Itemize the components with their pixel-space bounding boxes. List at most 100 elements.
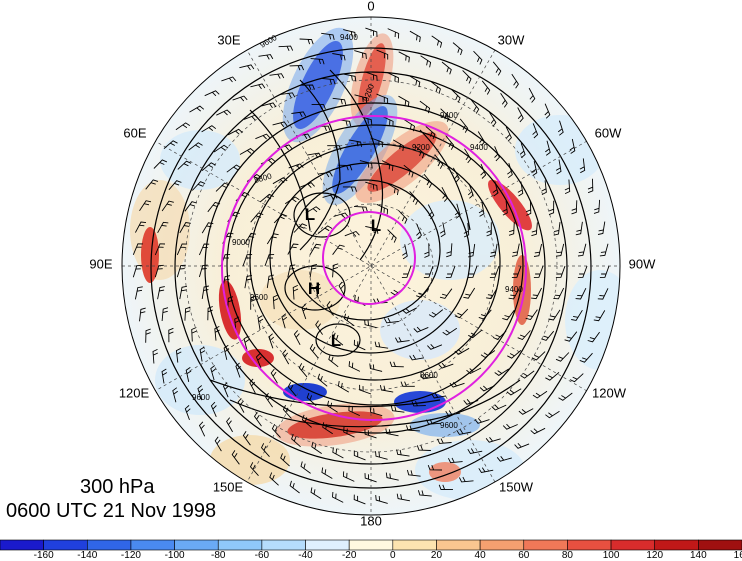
wind-barb xyxy=(226,417,233,433)
wind-barb xyxy=(477,131,486,146)
wind-barb xyxy=(409,354,425,361)
colorbar-swatch xyxy=(43,539,88,551)
wind-barb xyxy=(423,173,433,189)
wind-barb xyxy=(291,111,307,118)
colorbar xyxy=(0,539,742,551)
wind-barb xyxy=(343,426,355,438)
wind-barb xyxy=(555,243,565,257)
wind-barb xyxy=(525,309,538,321)
wind-barb xyxy=(278,45,294,51)
wind-barb xyxy=(161,200,174,212)
wind-barb xyxy=(379,385,394,393)
wind-barb xyxy=(338,164,353,171)
wind-barb xyxy=(231,450,240,465)
wind-barb xyxy=(375,451,388,460)
wind-barb xyxy=(157,221,169,234)
wind-barb xyxy=(139,307,146,322)
wind-barb xyxy=(544,103,551,119)
wind-barb xyxy=(255,133,271,140)
wind-barb xyxy=(161,307,169,322)
wind-barb xyxy=(132,243,143,255)
wind-barb xyxy=(555,352,570,362)
wind-barb xyxy=(459,118,469,133)
wind-barb xyxy=(440,108,450,122)
wind-barb xyxy=(152,348,158,364)
wind-barb xyxy=(406,469,421,477)
wind-barb xyxy=(289,65,305,71)
wind-barb xyxy=(270,368,278,384)
wind-barb xyxy=(414,145,425,159)
wind-barb xyxy=(280,453,290,467)
wind-barb xyxy=(452,42,463,56)
wind-barb xyxy=(401,265,412,278)
wind-barb xyxy=(531,161,538,176)
wind-barb xyxy=(533,265,544,278)
wind-barb xyxy=(508,288,520,300)
wind-barb xyxy=(242,254,253,267)
wind-barb xyxy=(519,143,526,159)
wind-barb xyxy=(348,139,363,147)
wind-barb xyxy=(154,243,166,256)
wind-barb xyxy=(309,343,319,359)
wind-barb xyxy=(530,427,546,435)
lon-label-90w: 90W xyxy=(628,256,656,272)
wind-barb xyxy=(338,281,346,297)
wind-barb xyxy=(311,441,322,454)
contour-label: 8600 xyxy=(420,371,438,380)
contour-label: 9400 xyxy=(505,285,523,294)
wind-barb xyxy=(288,163,304,170)
wind-barb xyxy=(467,243,476,258)
wind-barb xyxy=(502,200,508,216)
wind-barb xyxy=(207,306,213,321)
wind-barb xyxy=(564,179,571,195)
colorbar-swatch xyxy=(523,539,568,551)
wind-barb xyxy=(481,80,491,95)
wind-barb xyxy=(577,265,588,278)
wind-barb xyxy=(342,186,358,192)
wind-barb xyxy=(500,92,508,108)
lon-label-30e: 30E xyxy=(217,32,241,48)
wind-barb xyxy=(468,329,483,339)
wind-barb xyxy=(266,233,279,245)
wind-barb xyxy=(525,201,532,216)
wind-barb xyxy=(571,200,578,215)
wind-barb xyxy=(337,381,350,393)
colorbar-swatch xyxy=(654,539,699,551)
wind-barb xyxy=(201,125,217,133)
wind-barb xyxy=(201,222,214,234)
wind-barb xyxy=(555,159,562,175)
wind-barb xyxy=(452,167,460,183)
wind-barb xyxy=(514,442,530,449)
wind-barb xyxy=(387,183,399,196)
wind-barb xyxy=(197,385,204,401)
wind-barb xyxy=(597,288,609,300)
wind-barb xyxy=(154,264,164,278)
wind-barb xyxy=(293,330,301,346)
wind-barb xyxy=(364,319,377,329)
wind-barb xyxy=(326,301,334,316)
wind-barb xyxy=(322,422,333,435)
wind-barb xyxy=(449,381,465,388)
wind-barb xyxy=(437,438,452,444)
wind-barb xyxy=(168,180,182,191)
wind-barb xyxy=(458,476,474,483)
wind-barbs xyxy=(132,27,610,505)
wind-barb xyxy=(593,310,606,322)
wind-barb xyxy=(577,243,587,257)
wind-barb xyxy=(508,221,515,236)
wind-barb xyxy=(273,213,288,224)
wind-barb xyxy=(353,205,368,213)
wind-barb xyxy=(517,330,531,341)
colorbar-tick-label: 40 xyxy=(474,550,486,561)
wind-barb xyxy=(243,114,259,121)
wind-barb xyxy=(593,199,601,214)
colorbar-swatch xyxy=(217,539,263,551)
wind-barb xyxy=(553,222,561,236)
wind-barb xyxy=(271,423,281,438)
wind-barb xyxy=(210,365,216,381)
wind-barb xyxy=(473,50,483,65)
wind-barb xyxy=(214,436,222,452)
wind-barb xyxy=(466,367,482,375)
wind-barb xyxy=(506,388,522,396)
